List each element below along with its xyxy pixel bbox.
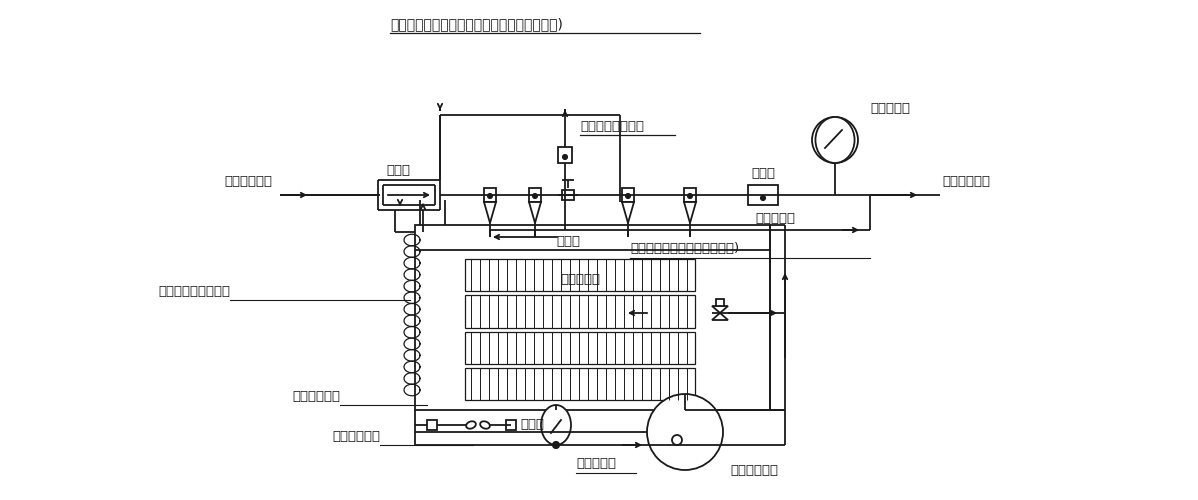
Polygon shape [684,202,696,223]
Text: プリフィルタ付マイクロミストセパレータ注): プリフィルタ付マイクロミストセパレータ注) [391,17,563,31]
Circle shape [761,196,766,200]
Polygon shape [622,202,634,223]
Text: 減圧弁: 減圧弁 [556,235,580,248]
Bar [558,147,571,163]
Bar [484,188,496,202]
Text: ドレンセパレータ: ドレンセパレータ [580,120,645,133]
Text: 容量調整弁: 容量調整弁 [559,273,600,286]
Circle shape [563,154,568,160]
Bar [562,190,574,200]
Circle shape [812,117,858,163]
Ellipse shape [541,405,571,445]
Ellipse shape [816,117,854,163]
Circle shape [532,194,538,198]
Circle shape [552,442,559,448]
Bar [415,225,770,410]
Circle shape [488,194,492,198]
Text: 圧縮空気出口: 圧縮空気出口 [942,175,990,188]
Text: 冷凍用圧縮機: 冷凍用圧縮機 [730,464,778,477]
Text: キャピラリチューブ: キャピラリチューブ [158,285,230,298]
Text: 圧縮空気入口: 圧縮空気入口 [224,175,272,188]
Ellipse shape [480,422,490,428]
Bar [622,188,634,202]
Text: クーラ: クーラ [386,164,410,177]
Bar [465,295,695,328]
Circle shape [688,194,692,198]
Bar [530,188,541,202]
Polygon shape [530,202,541,223]
Bar [748,185,778,205]
Circle shape [625,194,630,198]
Text: 凝縮器: 凝縮器 [520,418,544,431]
Text: ドレン出口: ドレン出口 [755,212,795,225]
Polygon shape [484,202,496,223]
Polygon shape [712,306,728,320]
Bar [465,332,695,364]
Bar [465,259,695,291]
Bar [465,368,695,400]
Ellipse shape [466,422,476,428]
Text: 空気圧力計: 空気圧力計 [870,102,910,115]
Text: ファンモータ: ファンモータ [332,430,380,443]
Text: 蔑発温度計: 蔑発温度計 [576,457,616,470]
Bar [684,188,696,202]
Bar [426,420,437,430]
Bar [506,420,516,430]
Bar [716,299,724,306]
Circle shape [647,394,724,470]
Text: スーパーミストセパレータ注): スーパーミストセパレータ注) [630,242,739,255]
Text: ヒータ: ヒータ [751,167,775,180]
Text: 圧力スイッチ: 圧力スイッチ [292,390,340,403]
Circle shape [672,435,682,445]
